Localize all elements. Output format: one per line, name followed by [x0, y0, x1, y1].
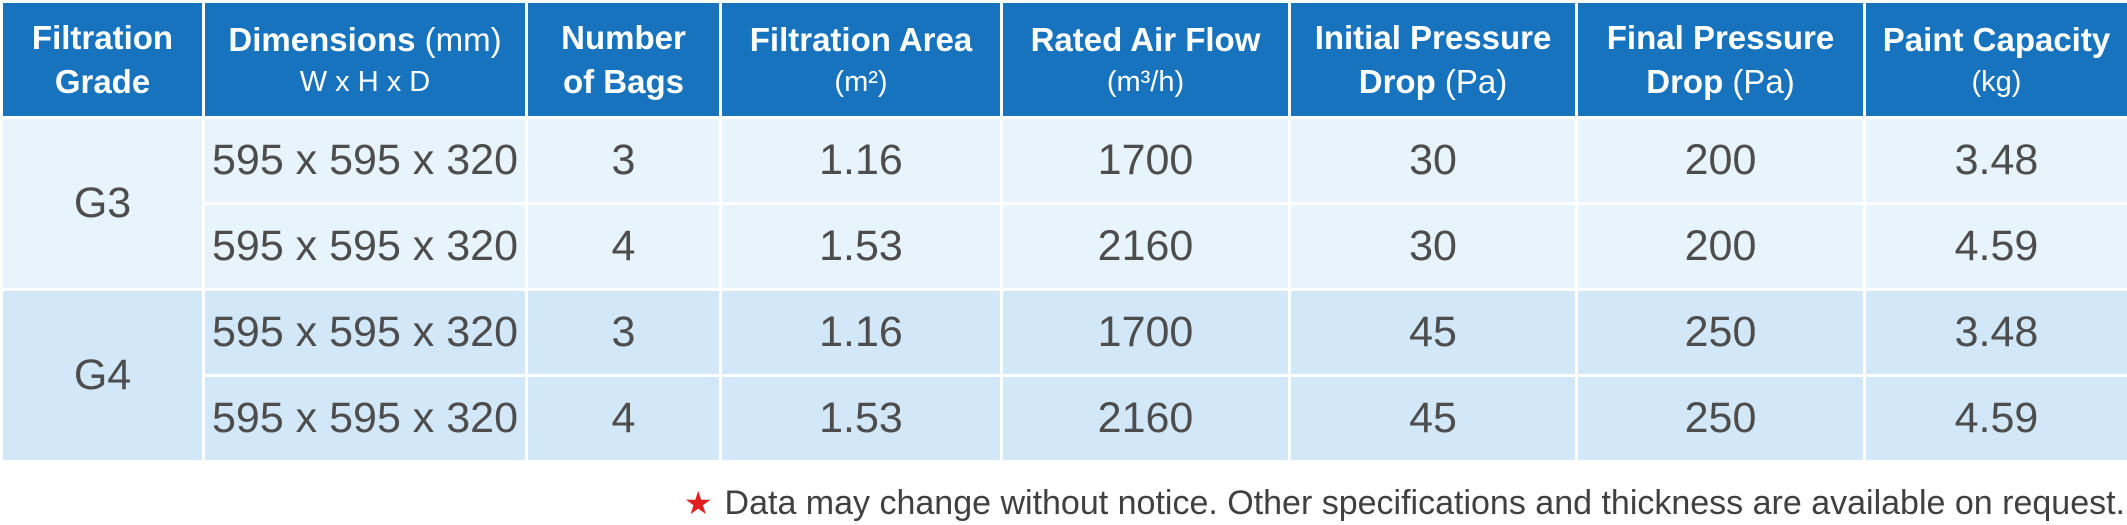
header-airflow: Rated Air Flow (m³/h) [1000, 0, 1291, 119]
initial-drop-cell: 45 [1288, 374, 1578, 463]
header-subtitle: W x H x D [299, 65, 431, 98]
spec-table: Filtration Grade Dimensions (mm) W x H x… [0, 0, 2127, 463]
footnote: ★ Data may change without notice. Other s… [684, 481, 2125, 525]
dimensions-cell: 595 x 595 x 320 [202, 202, 528, 291]
capacity-cell: 4.59 [1863, 202, 2127, 291]
final-drop-cell: 250 [1575, 288, 1866, 377]
header-label-line2: Grade [54, 62, 151, 100]
capacity-cell: 3.48 [1863, 116, 2127, 205]
table-row: 595 x 595 x 320 4 1.53 2160 45 250 4.59 [2, 374, 2127, 463]
bags-cell: 4 [525, 202, 722, 291]
area-cell: 1.53 [719, 202, 1003, 291]
header-label-line2: of Bags [562, 62, 684, 100]
header-unit: (m²) [834, 65, 888, 98]
initial-drop-cell: 30 [1288, 116, 1578, 205]
grade-cell: G4 [0, 288, 205, 463]
capacity-cell: 3.48 [1863, 288, 2127, 377]
airflow-cell: 1700 [1000, 116, 1291, 205]
header-label: Dimensions [228, 20, 416, 58]
header-label: Initial Pressure [1314, 18, 1552, 56]
header-label-line2: Drop [1646, 62, 1724, 100]
initial-drop-cell: 30 [1288, 202, 1578, 291]
airflow-cell: 2160 [1000, 374, 1291, 463]
bags-cell: 3 [525, 288, 722, 377]
grade-cell: G3 [0, 116, 205, 291]
table-row: G3 595 x 595 x 320 3 1.16 1700 30 200 3.… [0, 116, 2127, 291]
header-bags: Number of Bags [525, 0, 722, 119]
header-unit: (Pa) [1732, 62, 1795, 100]
header-label: Number [561, 18, 686, 56]
header-unit: (mm) [424, 20, 502, 58]
dimensions-cell: 595 x 595 x 320 [202, 116, 528, 205]
header-label: Final Pressure [1606, 18, 1835, 56]
header-label: Filtration [31, 18, 174, 56]
header-final-drop: Final Pressure Drop (Pa) [1575, 0, 1866, 119]
airflow-cell: 1700 [1000, 288, 1291, 377]
airflow-cell: 2160 [1000, 202, 1291, 291]
header-row: Filtration Grade Dimensions (mm) W x H x… [0, 0, 2127, 119]
table-row: G4 595 x 595 x 320 3 1.16 1700 45 250 3.… [0, 288, 2127, 463]
header-initial-drop: Initial Pressure Drop (Pa) [1288, 0, 1578, 119]
area-cell: 1.53 [719, 374, 1003, 463]
table-row: 595 x 595 x 320 4 1.53 2160 30 200 4.59 [2, 202, 2127, 291]
final-drop-cell: 200 [1575, 116, 1866, 205]
dimensions-cell: 595 x 595 x 320 [202, 374, 528, 463]
bags-cell: 4 [525, 374, 722, 463]
initial-drop-cell: 45 [1288, 288, 1578, 377]
header-area: Filtration Area (m²) [719, 0, 1003, 119]
final-drop-cell: 250 [1575, 374, 1866, 463]
capacity-cell: 4.59 [1863, 374, 2127, 463]
header-unit: (Pa) [1444, 62, 1508, 100]
header-label: Rated Air Flow [1030, 20, 1261, 58]
header-label: Filtration Area [749, 20, 973, 58]
header-unit: (m³/h) [1106, 65, 1185, 98]
header-dimensions: Dimensions (mm) W x H x D [202, 0, 528, 119]
header-label: Paint Capacity [1882, 20, 2111, 58]
header-capacity: Paint Capacity (kg) [1863, 0, 2127, 119]
header-grade: Filtration Grade [0, 0, 205, 119]
header-label-line2: Drop [1358, 62, 1436, 100]
area-cell: 1.16 [719, 288, 1003, 377]
dimensions-cell: 595 x 595 x 320 [202, 288, 528, 377]
area-cell: 1.16 [719, 116, 1003, 205]
header-unit: (kg) [1971, 65, 2022, 98]
footnote-text: Data may change without notice. Other sp… [724, 484, 2125, 522]
star-icon: ★ [683, 485, 713, 521]
bags-cell: 3 [525, 116, 722, 205]
final-drop-cell: 200 [1575, 202, 1866, 291]
